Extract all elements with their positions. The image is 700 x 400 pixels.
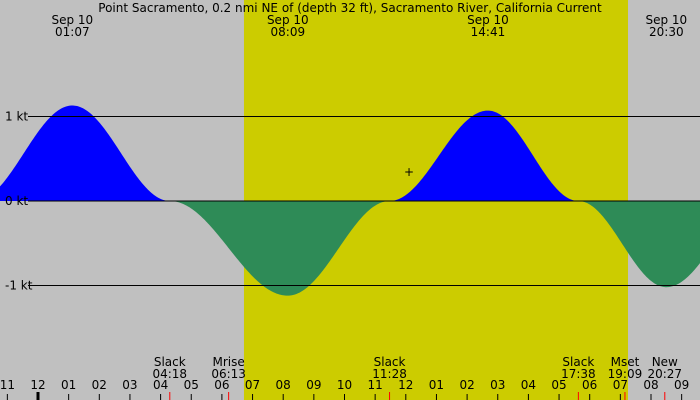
chart-title: Point Sacramento, 0.2 nmi NE of (depth 3… (98, 1, 602, 15)
hour-tick-label: 06 (582, 378, 597, 392)
event-label: Mrise (213, 355, 245, 369)
event-time: 17:38 (561, 367, 596, 381)
y-tick-label: 0 kt (5, 194, 28, 208)
ebb-area (170, 201, 389, 296)
hour-tick-label: 04 (153, 378, 168, 392)
event-label: New (652, 355, 678, 369)
event-time: 06:13 (211, 367, 246, 381)
hour-tick-label: 11 (0, 378, 15, 392)
y-tick-label: 1 kt (5, 110, 28, 124)
flood-area (390, 110, 578, 201)
current-curve (0, 105, 700, 296)
event-label: Slack (562, 355, 594, 369)
hour-tick-label: 09 (674, 378, 689, 392)
plus-marker: + (404, 165, 414, 179)
hour-tick-label: 03 (122, 378, 137, 392)
hour-tick-label: 04 (521, 378, 536, 392)
ebb-area (579, 201, 700, 288)
hour-tick-label: 05 (184, 378, 199, 392)
extremum-date: Sep 10 (267, 13, 309, 27)
event-time: 19:09 (608, 367, 643, 381)
event-time: 20:27 (647, 367, 682, 381)
hour-tick-label: 09 (306, 378, 321, 392)
y-tick-label: -1 kt (5, 279, 33, 293)
extremum-time: 08:09 (271, 25, 306, 39)
event-labels: Slack04:18Mrise06:13Slack11:28Slack17:38… (152, 355, 682, 400)
event-label: Slack (374, 355, 406, 369)
hour-axis: 11 12 01 02 03 04 05 06 07 08 09 10 11 12 01 02 03 04 05 06… (0, 378, 689, 400)
hour-tick-label: 06 (214, 378, 229, 392)
extremum-date: Sep 10 (467, 13, 509, 27)
event-label: Slack (154, 355, 186, 369)
hour-tick-label: 03 (490, 378, 505, 392)
extremum-date: Sep 10 (645, 13, 687, 27)
event-time: 11:28 (372, 367, 407, 381)
hour-tick-label: 12 (30, 378, 45, 392)
hour-tick-label: 01 (61, 378, 76, 392)
extremum-time: 20:30 (649, 25, 684, 39)
extremum-date: Sep 10 (51, 13, 93, 27)
hour-tick-label: 10 (337, 378, 352, 392)
event-time: 04:18 (152, 367, 187, 381)
flood-area (0, 105, 169, 201)
extremum-time: 14:41 (471, 25, 506, 39)
hour-tick-label: 12 (398, 378, 413, 392)
hour-tick-label: 07 (613, 378, 628, 392)
y-gridlines: 1 kt 0 kt -1 kt (5, 110, 700, 293)
hour-tick-label: 11 (368, 378, 383, 392)
hour-tick-label: 08 (643, 378, 658, 392)
hour-tick-label: 02 (459, 378, 474, 392)
extremum-time: 01:07 (55, 25, 90, 39)
hour-tick-label: 01 (429, 378, 444, 392)
hour-tick-label: 08 (276, 378, 291, 392)
hour-tick-label: 05 (551, 378, 566, 392)
hour-tick-label: 07 (245, 378, 260, 392)
event-label: Mset (611, 355, 640, 369)
hour-tick-label: 02 (92, 378, 107, 392)
